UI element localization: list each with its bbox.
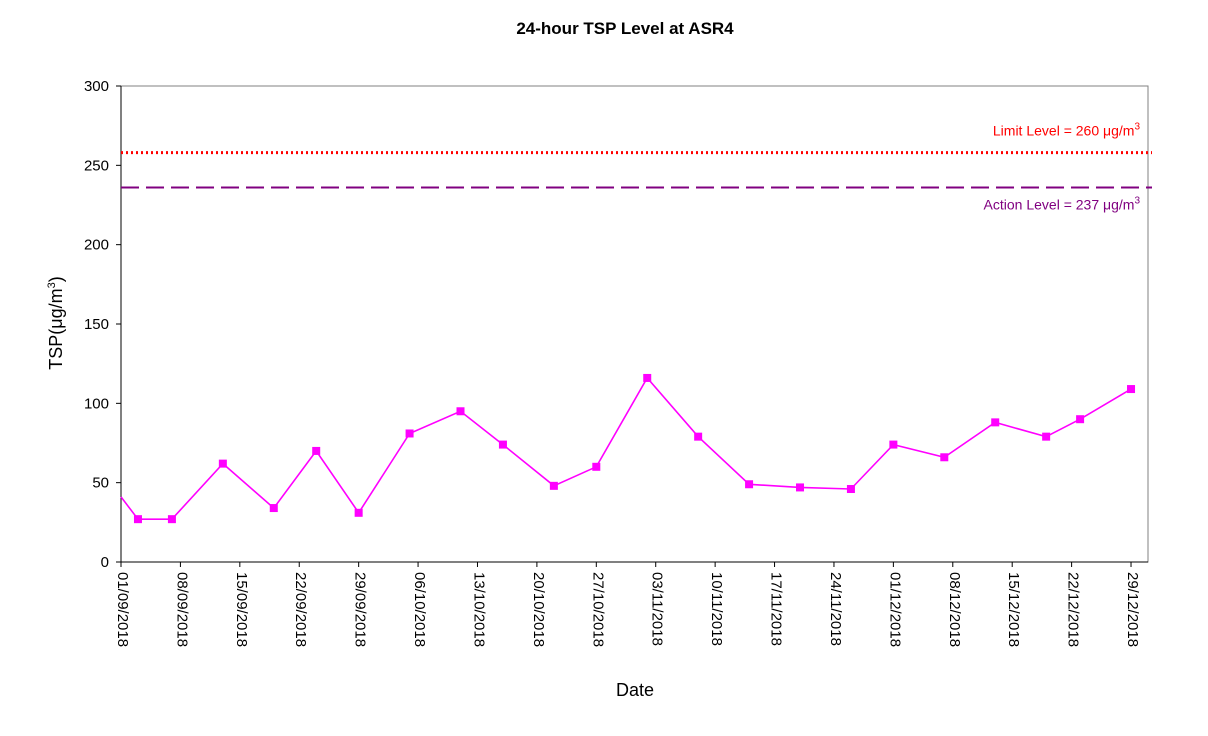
data-point-marker [405, 429, 414, 438]
data-point-marker [312, 446, 321, 455]
x-tick-label: 01/09/2018 [114, 572, 131, 647]
series-layer [120, 373, 1136, 524]
x-axis-title: Date [616, 680, 654, 700]
y-tick-label: 0 [101, 554, 109, 571]
data-point-marker [1127, 385, 1136, 394]
y-axis-title-unit: g/m [46, 288, 66, 318]
x-tick-label: 29/09/2018 [352, 572, 369, 647]
x-tick-label: 24/11/2018 [827, 572, 844, 646]
x-tick-label: 08/12/2018 [946, 572, 963, 647]
x-tick-label: 03/11/2018 [649, 572, 666, 646]
y-axis-title-main: TSP( [46, 329, 66, 370]
data-point-marker [1076, 415, 1085, 424]
limit-label-mu: μ [1103, 123, 1111, 139]
y-axis: 0 50 100 150 200 250 300 [84, 78, 122, 571]
y-tick-label: 100 [84, 395, 109, 412]
action-label-mu: μ [1103, 197, 1111, 213]
y-axis-title-mu: μ [46, 318, 66, 328]
x-tick-label: 29/12/2018 [1124, 572, 1141, 647]
data-point-marker [498, 440, 507, 449]
x-axis: 01/09/2018 08/09/2018 15/09/2018 22/09/2018… [114, 561, 1148, 647]
data-point-marker [269, 504, 278, 513]
data-point-marker [643, 373, 652, 382]
x-tick-label: 08/09/2018 [173, 572, 190, 647]
limit-level-label: Limit Level = 260 μg/m3 [993, 122, 1141, 139]
x-tick-label: 17/11/2018 [768, 572, 785, 646]
action-label-sup: 3 [1134, 196, 1140, 207]
y-axis-title-sup: 3 [46, 282, 58, 288]
x-tick-label: 01/12/2018 [886, 572, 903, 647]
action-level-label: Action Level = 237 μg/m3 [984, 196, 1141, 213]
x-tick-label: 22/12/2018 [1065, 572, 1082, 647]
action-label-unit: g/m [1111, 197, 1134, 213]
data-point-marker [694, 432, 703, 441]
limit-label-text: Limit Level = 260 [993, 123, 1103, 139]
y-axis-title-close: ) [46, 276, 66, 282]
limit-label-sup: 3 [1134, 122, 1140, 133]
chart-title: 24-hour TSP Level at ASR4 [516, 19, 734, 38]
y-tick-label: 50 [92, 475, 109, 492]
action-label-text: Action Level = 237 [984, 197, 1103, 213]
y-tick-label: 150 [84, 316, 109, 333]
data-point-marker [889, 440, 898, 449]
x-tick-label: 27/10/2018 [589, 572, 606, 647]
x-tick-label: 06/10/2018 [411, 572, 428, 647]
data-point-marker [218, 459, 227, 468]
limit-label-unit: g/m [1111, 123, 1134, 139]
plot-area [120, 85, 1149, 563]
x-tick-label: 13/10/2018 [470, 572, 487, 647]
data-point-marker [1042, 432, 1051, 441]
y-tick-label: 200 [84, 237, 109, 254]
data-point-marker [549, 481, 558, 490]
data-point-marker [133, 515, 142, 524]
data-point-marker [745, 480, 754, 489]
plot-frame [120, 85, 1149, 563]
series-line [120, 376, 1132, 521]
data-point-marker [796, 483, 805, 492]
x-tick-label: 20/10/2018 [530, 572, 547, 647]
y-tick-label: 300 [84, 78, 109, 95]
x-tick-label: 15/12/2018 [1005, 572, 1022, 647]
data-point-marker [846, 485, 855, 494]
x-tick-label: 15/09/2018 [233, 572, 250, 647]
data-point-marker [456, 407, 465, 416]
data-point-marker [354, 508, 363, 517]
data-point-marker [592, 462, 601, 471]
y-tick-label: 250 [84, 157, 109, 174]
x-tick-label: 22/09/2018 [292, 572, 309, 647]
data-point-marker [940, 453, 949, 462]
data-point-marker [167, 515, 176, 524]
y-axis-title: TSP(μg/m3) [46, 276, 66, 370]
x-tick-label: 10/11/2018 [708, 572, 725, 646]
data-point-marker [991, 418, 1000, 427]
